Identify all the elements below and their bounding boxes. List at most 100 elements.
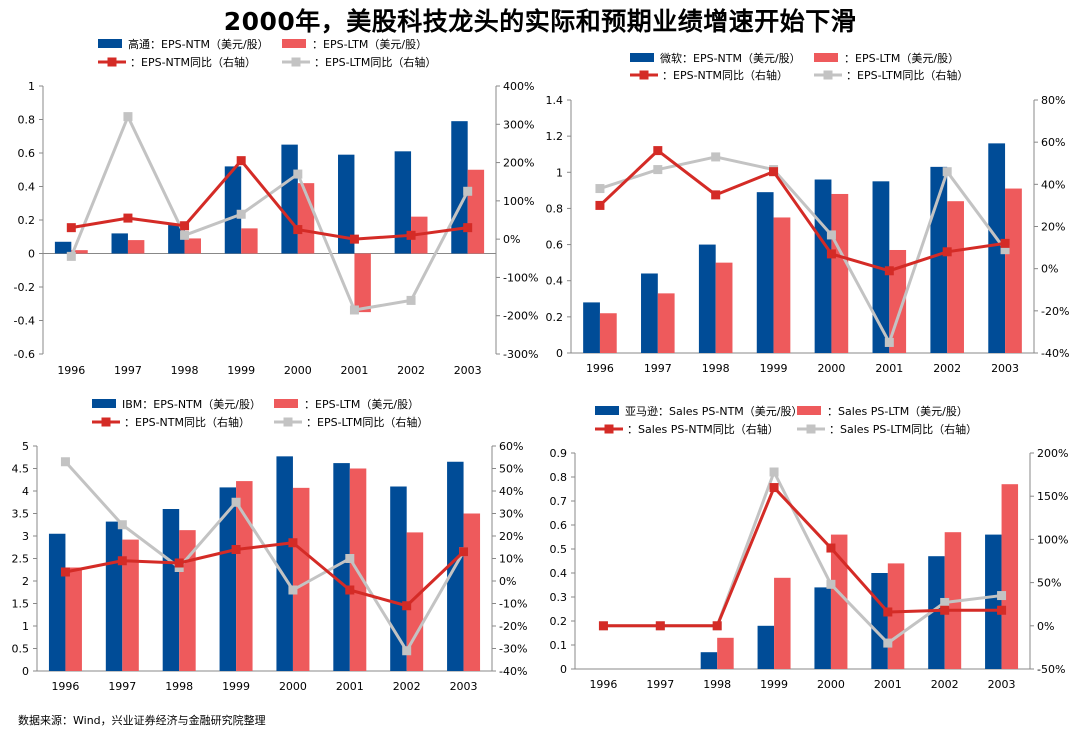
bar-ntm — [814, 587, 831, 669]
point-ltm-yoy — [180, 230, 190, 240]
x-tick-label: 1996 — [51, 680, 79, 693]
right-tick-label: -300% — [503, 348, 538, 361]
x-tick-label: 1996 — [586, 362, 614, 375]
right-tick-label: 50% — [499, 463, 523, 476]
point-ntm-yoy — [711, 190, 721, 200]
left-tick-label: 0.5 — [550, 543, 568, 556]
x-tick-label: 2003 — [991, 362, 1019, 375]
right-tick-label: 20% — [499, 530, 523, 543]
point-ltm-yoy — [345, 554, 355, 563]
left-tick-label: 0.8 — [18, 114, 36, 127]
x-tick-label: 2001 — [874, 678, 902, 691]
right-tick-label: 80% — [1041, 94, 1065, 107]
x-tick-label: 2001 — [340, 364, 368, 377]
point-ltm-yoy — [117, 520, 127, 530]
legend-ntm-label: IBM：EPS-NTM（美元/股） — [122, 398, 261, 411]
left-tick-label: 0.4 — [546, 275, 564, 288]
bar-ntm — [583, 302, 600, 353]
right-tick-label: 0% — [1037, 620, 1054, 633]
legend-ntm-yoy-label: ：EPS-NTM同比（右轴） — [124, 415, 250, 429]
point-ltm-yoy — [940, 597, 950, 607]
bar-ltm — [947, 201, 964, 353]
bar-ntm — [451, 121, 468, 254]
legend-ntm-swatch — [630, 53, 654, 62]
legend-ntm-yoy-marker — [101, 417, 111, 427]
left-tick-label: 1 — [556, 166, 563, 179]
legend-ltm-yoy-label: ：EPS-LTM同比（右轴） — [846, 68, 968, 82]
x-tick-label: 1999 — [760, 362, 788, 375]
bar-ltm — [354, 253, 371, 313]
legend-ntm-label: 微软：EPS-NTM（美元/股） — [660, 51, 801, 65]
right-tick-label: 20% — [1041, 221, 1065, 234]
point-ntm-yoy — [123, 213, 133, 223]
right-tick-label: 60% — [1041, 136, 1065, 149]
bar-ntm — [162, 509, 180, 671]
x-tick-label: 1998 — [703, 678, 731, 691]
bar-ltm — [773, 217, 791, 353]
bar-ntm — [756, 192, 774, 353]
legend-ntm-yoy-label: ：Sales PS-NTM同比（右轴） — [627, 422, 779, 436]
bar-ltm — [241, 228, 258, 254]
point-ntm-yoy — [826, 249, 836, 259]
point-ntm-yoy — [349, 234, 359, 244]
legend-ltm-swatch — [797, 406, 821, 415]
right-tick-label: 300% — [503, 118, 534, 131]
legend-ltm-yoy-marker — [291, 57, 301, 67]
legend-ntm-yoy-marker — [639, 70, 649, 80]
bar-ltm — [122, 539, 139, 671]
bar-ltm — [71, 250, 88, 254]
point-ltm-yoy — [769, 467, 779, 477]
x-tick-label: 1997 — [644, 362, 672, 375]
bar-ltm — [774, 577, 791, 669]
left-tick-label: 0.8 — [546, 202, 564, 215]
left-tick-label: 0.4 — [550, 567, 568, 580]
right-tick-label: 30% — [499, 508, 523, 521]
left-tick-label: 0 — [556, 347, 563, 360]
left-tick-label: 0 — [22, 665, 29, 678]
legend-ltm-swatch — [282, 39, 306, 48]
point-ltm-yoy — [349, 305, 359, 315]
bar-ntm — [333, 463, 350, 671]
bar-ntm — [757, 625, 775, 669]
bar-ntm — [224, 166, 242, 254]
point-ntm-yoy — [940, 605, 950, 615]
bar-ltm — [406, 532, 424, 671]
left-tick-label: 4 — [22, 485, 29, 498]
point-ntm-yoy — [180, 221, 190, 231]
point-ntm-yoy — [66, 223, 76, 233]
bar-ltm — [657, 293, 675, 353]
point-ltm-yoy — [884, 337, 894, 347]
point-ntm-yoy — [997, 605, 1007, 615]
legend-ntm-yoy-marker — [604, 424, 614, 434]
legend-ntm-yoy-label: ：EPS-NTM同比（右轴） — [130, 55, 256, 69]
right-tick-label: 150% — [1037, 490, 1068, 503]
left-tick-label: 5 — [22, 440, 29, 453]
point-ltm-yoy — [406, 295, 416, 305]
left-tick-label: 0.6 — [546, 239, 564, 252]
point-ltm-yoy — [883, 638, 893, 648]
left-tick-label: 0.2 — [18, 214, 36, 227]
bar-ntm — [390, 486, 407, 671]
left-tick-label: 1.5 — [12, 598, 30, 611]
x-tick-label: 2003 — [454, 364, 482, 377]
x-tick-label: 2000 — [817, 362, 845, 375]
left-tick-label: 0.5 — [12, 643, 30, 656]
point-ltm-yoy — [595, 184, 605, 194]
source-note: 数据来源：Wind，兴业证券经济与金融研究院整理 — [18, 714, 266, 727]
right-tick-label: 200% — [1037, 447, 1068, 460]
right-tick-label: -40% — [1041, 347, 1069, 360]
point-ntm-yoy — [293, 225, 303, 235]
x-tick-label: 1998 — [702, 362, 730, 375]
legend-ltm-yoy-label: ：EPS-LTM同比（右轴） — [306, 415, 428, 429]
right-tick-label: 0% — [503, 233, 520, 246]
legend-ltm-yoy-marker — [283, 417, 293, 427]
bar-ntm — [928, 556, 945, 669]
point-ntm-yoy — [406, 230, 416, 240]
right-tick-label: -50% — [1037, 663, 1065, 676]
bar-ntm — [988, 143, 1006, 353]
right-tick-label: 100% — [1037, 533, 1068, 546]
x-tick-label: 1997 — [108, 680, 136, 693]
point-ltm-yoy — [66, 251, 76, 261]
